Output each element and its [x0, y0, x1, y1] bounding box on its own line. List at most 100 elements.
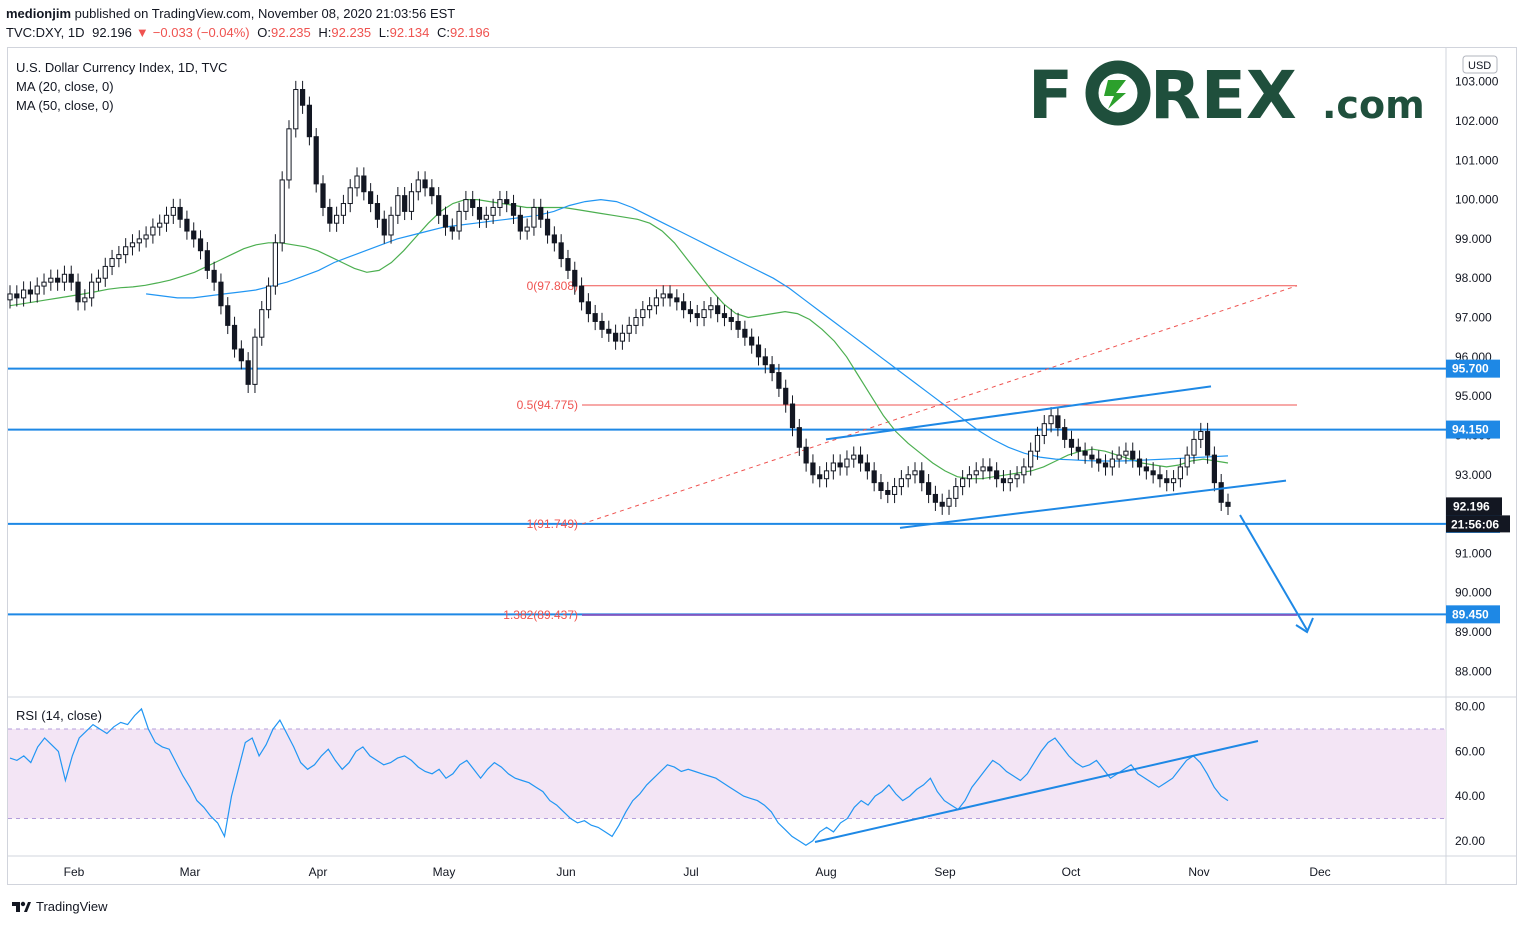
- candle-up: [272, 242, 278, 287]
- candle-up: [102, 265, 108, 279]
- candle-down: [871, 470, 877, 484]
- candle-down: [1225, 501, 1231, 507]
- candle-up: [1034, 434, 1041, 452]
- candle-down: [204, 250, 210, 271]
- candle-down: [1096, 458, 1102, 464]
- candle-down: [320, 183, 326, 208]
- candle-up: [660, 293, 666, 299]
- time-axis-label: Jul: [683, 865, 698, 879]
- candle-up: [823, 470, 830, 480]
- candle-down: [728, 317, 734, 322]
- rsi-tick-label: 60.00: [1455, 744, 1485, 758]
- candle-down: [674, 297, 680, 303]
- candle-down: [762, 356, 768, 366]
- tradingview-logo[interactable]: TradingView: [10, 898, 108, 914]
- price-tick-label: 95.000: [1455, 389, 1492, 403]
- candle-up: [1198, 431, 1204, 440]
- candle-down: [687, 309, 694, 315]
- candle-down: [429, 187, 435, 197]
- rsi-legend[interactable]: RSI (14, close): [16, 708, 102, 723]
- price-tick-label: 97.000: [1455, 311, 1492, 325]
- candle-up: [123, 246, 129, 256]
- projection-arrow: [1239, 514, 1308, 631]
- candle-up: [388, 214, 394, 236]
- forex-logo-f: F: [1028, 57, 1073, 134]
- candle-down: [694, 313, 700, 319]
- candle-up: [490, 206, 496, 216]
- forex-logo: F REX .com: [1028, 57, 1425, 134]
- candle-up: [340, 203, 347, 216]
- candle-down: [769, 364, 775, 374]
- candle-up: [701, 309, 707, 319]
- candle-down: [299, 89, 306, 106]
- level-price-label: 89.450: [1452, 607, 1489, 621]
- ma20-legend[interactable]: MA (20, close, 0): [16, 79, 114, 94]
- candle-up: [82, 297, 88, 303]
- candle-down: [681, 301, 687, 311]
- candle-up: [89, 281, 95, 299]
- candle-up: [1007, 478, 1013, 484]
- low-label: L:: [378, 25, 390, 40]
- level-price-label: 95.700: [1452, 362, 1489, 376]
- time-axis-label: Nov: [1188, 865, 1209, 879]
- candle-down: [1136, 458, 1143, 468]
- candle-up: [259, 309, 265, 338]
- candle-down: [558, 242, 564, 260]
- candle-down: [1075, 446, 1081, 452]
- candle-up: [844, 458, 850, 468]
- candle-up: [157, 222, 163, 228]
- candle-up: [633, 317, 639, 326]
- low-value: 92.134: [389, 25, 430, 40]
- candle-down: [742, 328, 748, 338]
- time-axis-label: Sep: [934, 865, 956, 879]
- candle-down: [837, 462, 843, 468]
- rsi-tick-label: 80.00: [1455, 700, 1485, 714]
- candle-down: [225, 305, 231, 326]
- candle-up: [41, 281, 47, 287]
- forex-logo-com: .com: [1322, 83, 1425, 127]
- candle-up: [456, 210, 462, 232]
- candle-up: [1109, 458, 1115, 468]
- candle-down: [361, 175, 367, 193]
- candle-up: [1123, 450, 1129, 456]
- candle-down: [313, 136, 319, 185]
- level-price-tag: [1446, 420, 1500, 439]
- chart-frame[interactable]: [7, 47, 1517, 885]
- candle-up: [34, 285, 40, 295]
- candle-up: [61, 273, 68, 283]
- candle-down: [368, 191, 374, 205]
- ma50-legend[interactable]: MA (50, close, 0): [16, 98, 114, 113]
- candle-up: [1041, 423, 1047, 436]
- candle-up: [966, 474, 973, 480]
- price-tick-label: 90.000: [1455, 586, 1492, 600]
- chart-title[interactable]: U.S. Dollar Currency Index, 1D, TVC: [16, 60, 228, 75]
- open-label: O:: [257, 25, 271, 40]
- candle-up: [953, 486, 959, 499]
- candle-up: [415, 179, 421, 193]
- candle-up: [408, 191, 415, 212]
- candle-down: [551, 234, 557, 244]
- candle-up: [334, 214, 340, 224]
- fib-level-label: 1.382(89.437): [503, 608, 578, 622]
- price-tick-label: 91.000: [1455, 546, 1492, 560]
- fib-level-label: 0.5(94.775): [517, 398, 578, 412]
- candle-down: [592, 313, 598, 322]
- publisher-name[interactable]: medionjim: [6, 6, 72, 21]
- time-axis-label: Mar: [180, 865, 201, 879]
- candle-down: [606, 328, 612, 334]
- candle-up: [1184, 454, 1190, 468]
- candle-up: [1014, 474, 1020, 480]
- candle-down: [374, 203, 381, 220]
- symbol: TVC:DXY, 1D: [6, 25, 85, 40]
- countdown-tag: [1446, 515, 1510, 533]
- candle-up: [905, 474, 911, 480]
- last-value: 92.196: [92, 25, 132, 40]
- candle-up: [946, 497, 952, 507]
- close-label: C:: [437, 25, 451, 40]
- candle-up: [912, 470, 918, 476]
- candle-up: [830, 462, 836, 472]
- channel-lower-line: [899, 479, 1287, 529]
- candle-down: [721, 313, 728, 319]
- candle-down: [544, 218, 551, 236]
